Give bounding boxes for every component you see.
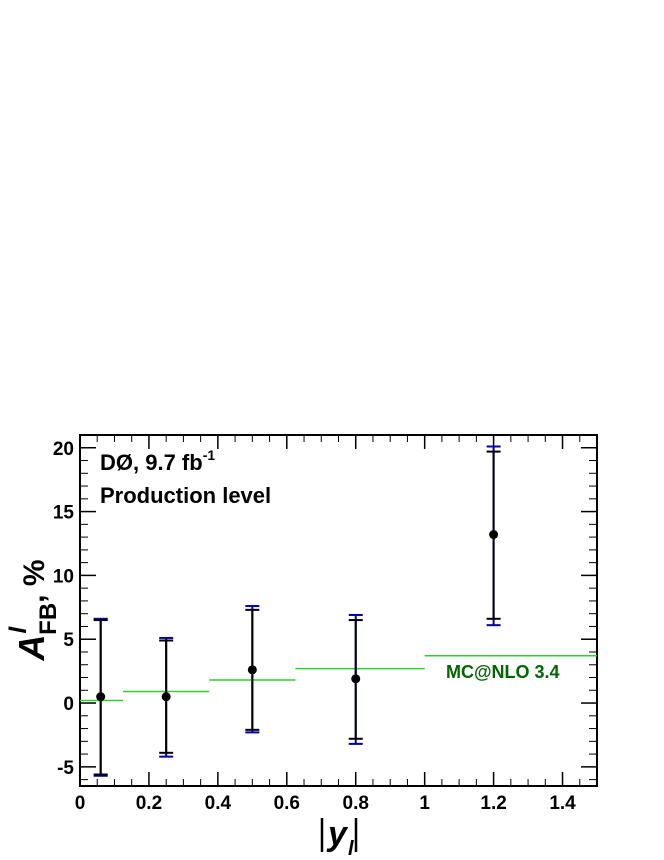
experiment-label: DØ, 9.7 fb-1 (100, 447, 215, 475)
x-axis-title-sub: l (348, 838, 354, 860)
data-point (161, 692, 171, 702)
data-point (489, 530, 499, 540)
x-tick-label: 0.6 (274, 793, 300, 814)
x-tick-label: 1.4 (549, 793, 576, 814)
x-tick-label: 1 (419, 793, 430, 814)
y-axis-title-main: A (11, 635, 52, 662)
y-tick-label: 5 (63, 630, 74, 651)
y-axis-title: Al FB, % (5, 559, 62, 661)
data-point (96, 692, 106, 702)
x-tick-label: 1.2 (480, 793, 506, 814)
level-label: Production level (100, 483, 271, 508)
data-point (351, 674, 361, 684)
x-tick-label: 0.4 (205, 793, 232, 814)
data-point (247, 665, 257, 675)
x-tick-label: 0 (75, 793, 86, 814)
y-axis-title-sup: l (5, 626, 32, 634)
y-tick-label: 10 (53, 566, 74, 587)
x-axis-title: y l (320, 815, 358, 860)
y-tick-label: 15 (53, 503, 75, 524)
y-axis-title-suffix: , % (18, 559, 51, 602)
y-tick-label: 0 (63, 694, 74, 715)
x-tick-label: 0.8 (343, 793, 369, 814)
x-tick-label: 0.2 (136, 793, 162, 814)
y-axis-title-sub: FB (35, 603, 62, 635)
experiment-superscript: -1 (203, 447, 216, 463)
y-tick-label: -5 (57, 758, 74, 779)
mc-series-label: MC@NLO 3.4 (446, 662, 560, 682)
y-tick-label: 20 (53, 439, 74, 460)
x-axis-title-main: y (326, 815, 349, 853)
